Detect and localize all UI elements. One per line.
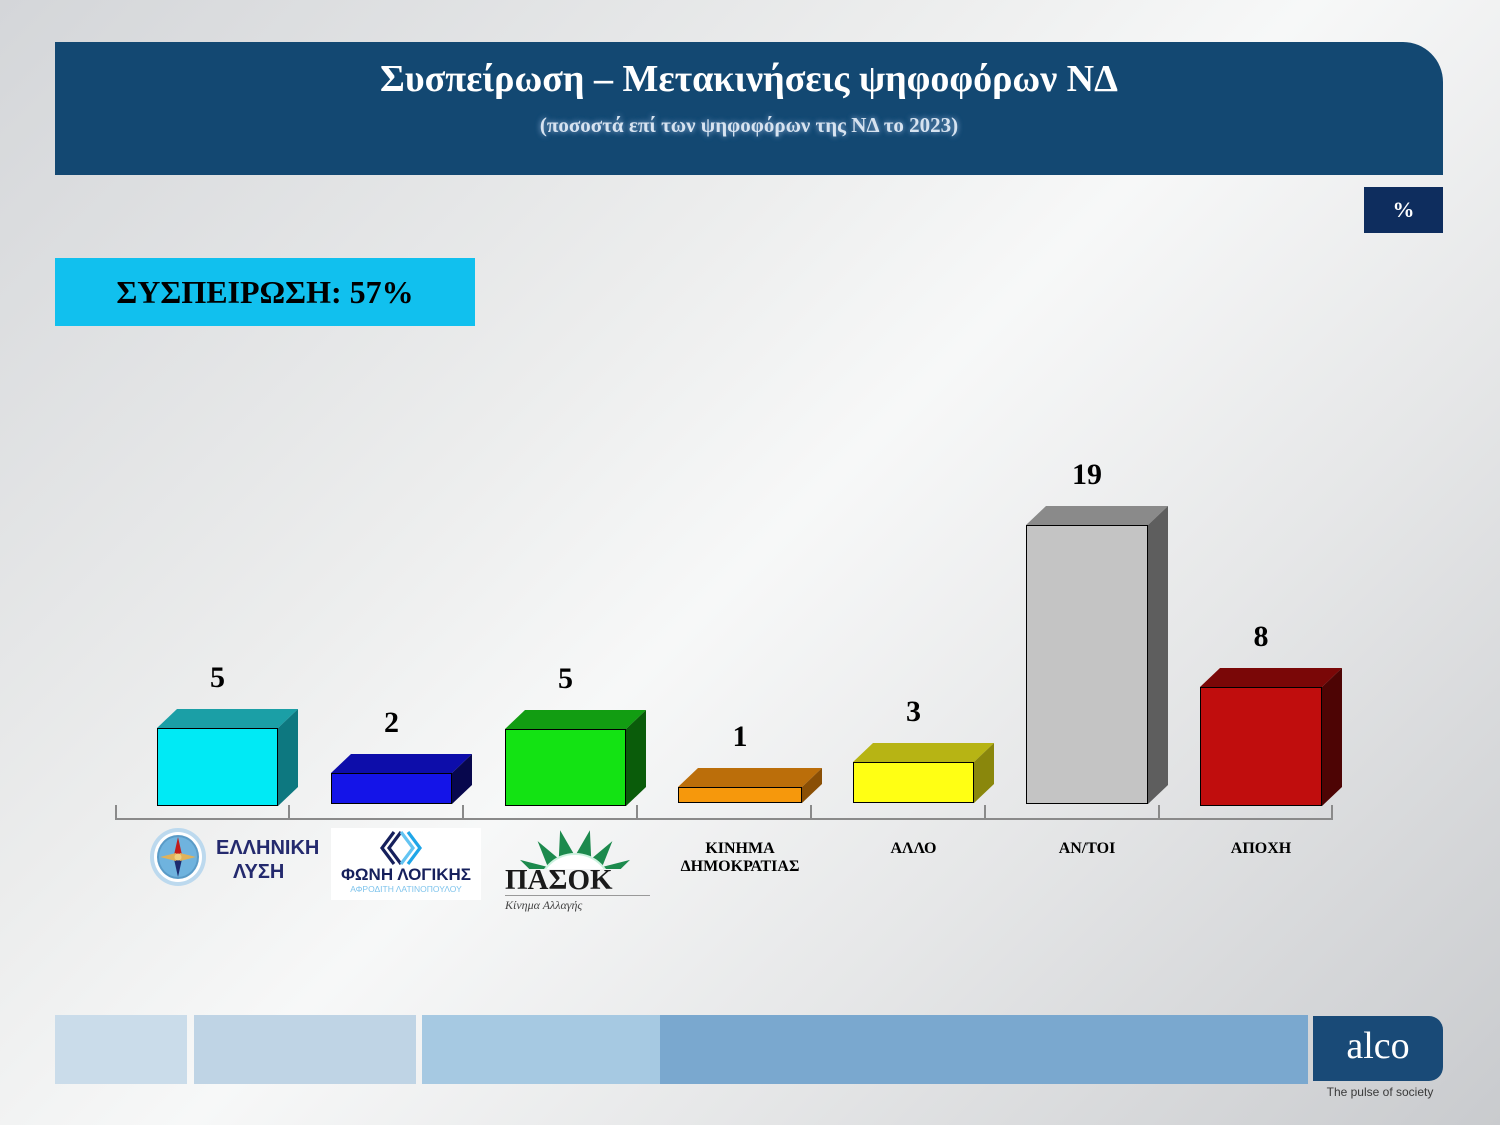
svg-text:ΦΩΝΗ ΛΟΓΙΚΗΣ: ΦΩΝΗ ΛΟΓΙΚΗΣ	[341, 865, 471, 884]
svg-text:ΑΦΡΟΔΙΤΗ ΛΑΤΙΝΟΠΟΥΛΟΥ: ΑΦΡΟΔΙΤΗ ΛΑΤΙΝΟΠΟΥΛΟΥ	[350, 884, 462, 894]
svg-text:ΕΛΛΗΝΙΚΗ: ΕΛΛΗΝΙΚΗ	[216, 837, 318, 859]
svg-text:ΛΥΣΗ: ΛΥΣΗ	[233, 861, 284, 883]
